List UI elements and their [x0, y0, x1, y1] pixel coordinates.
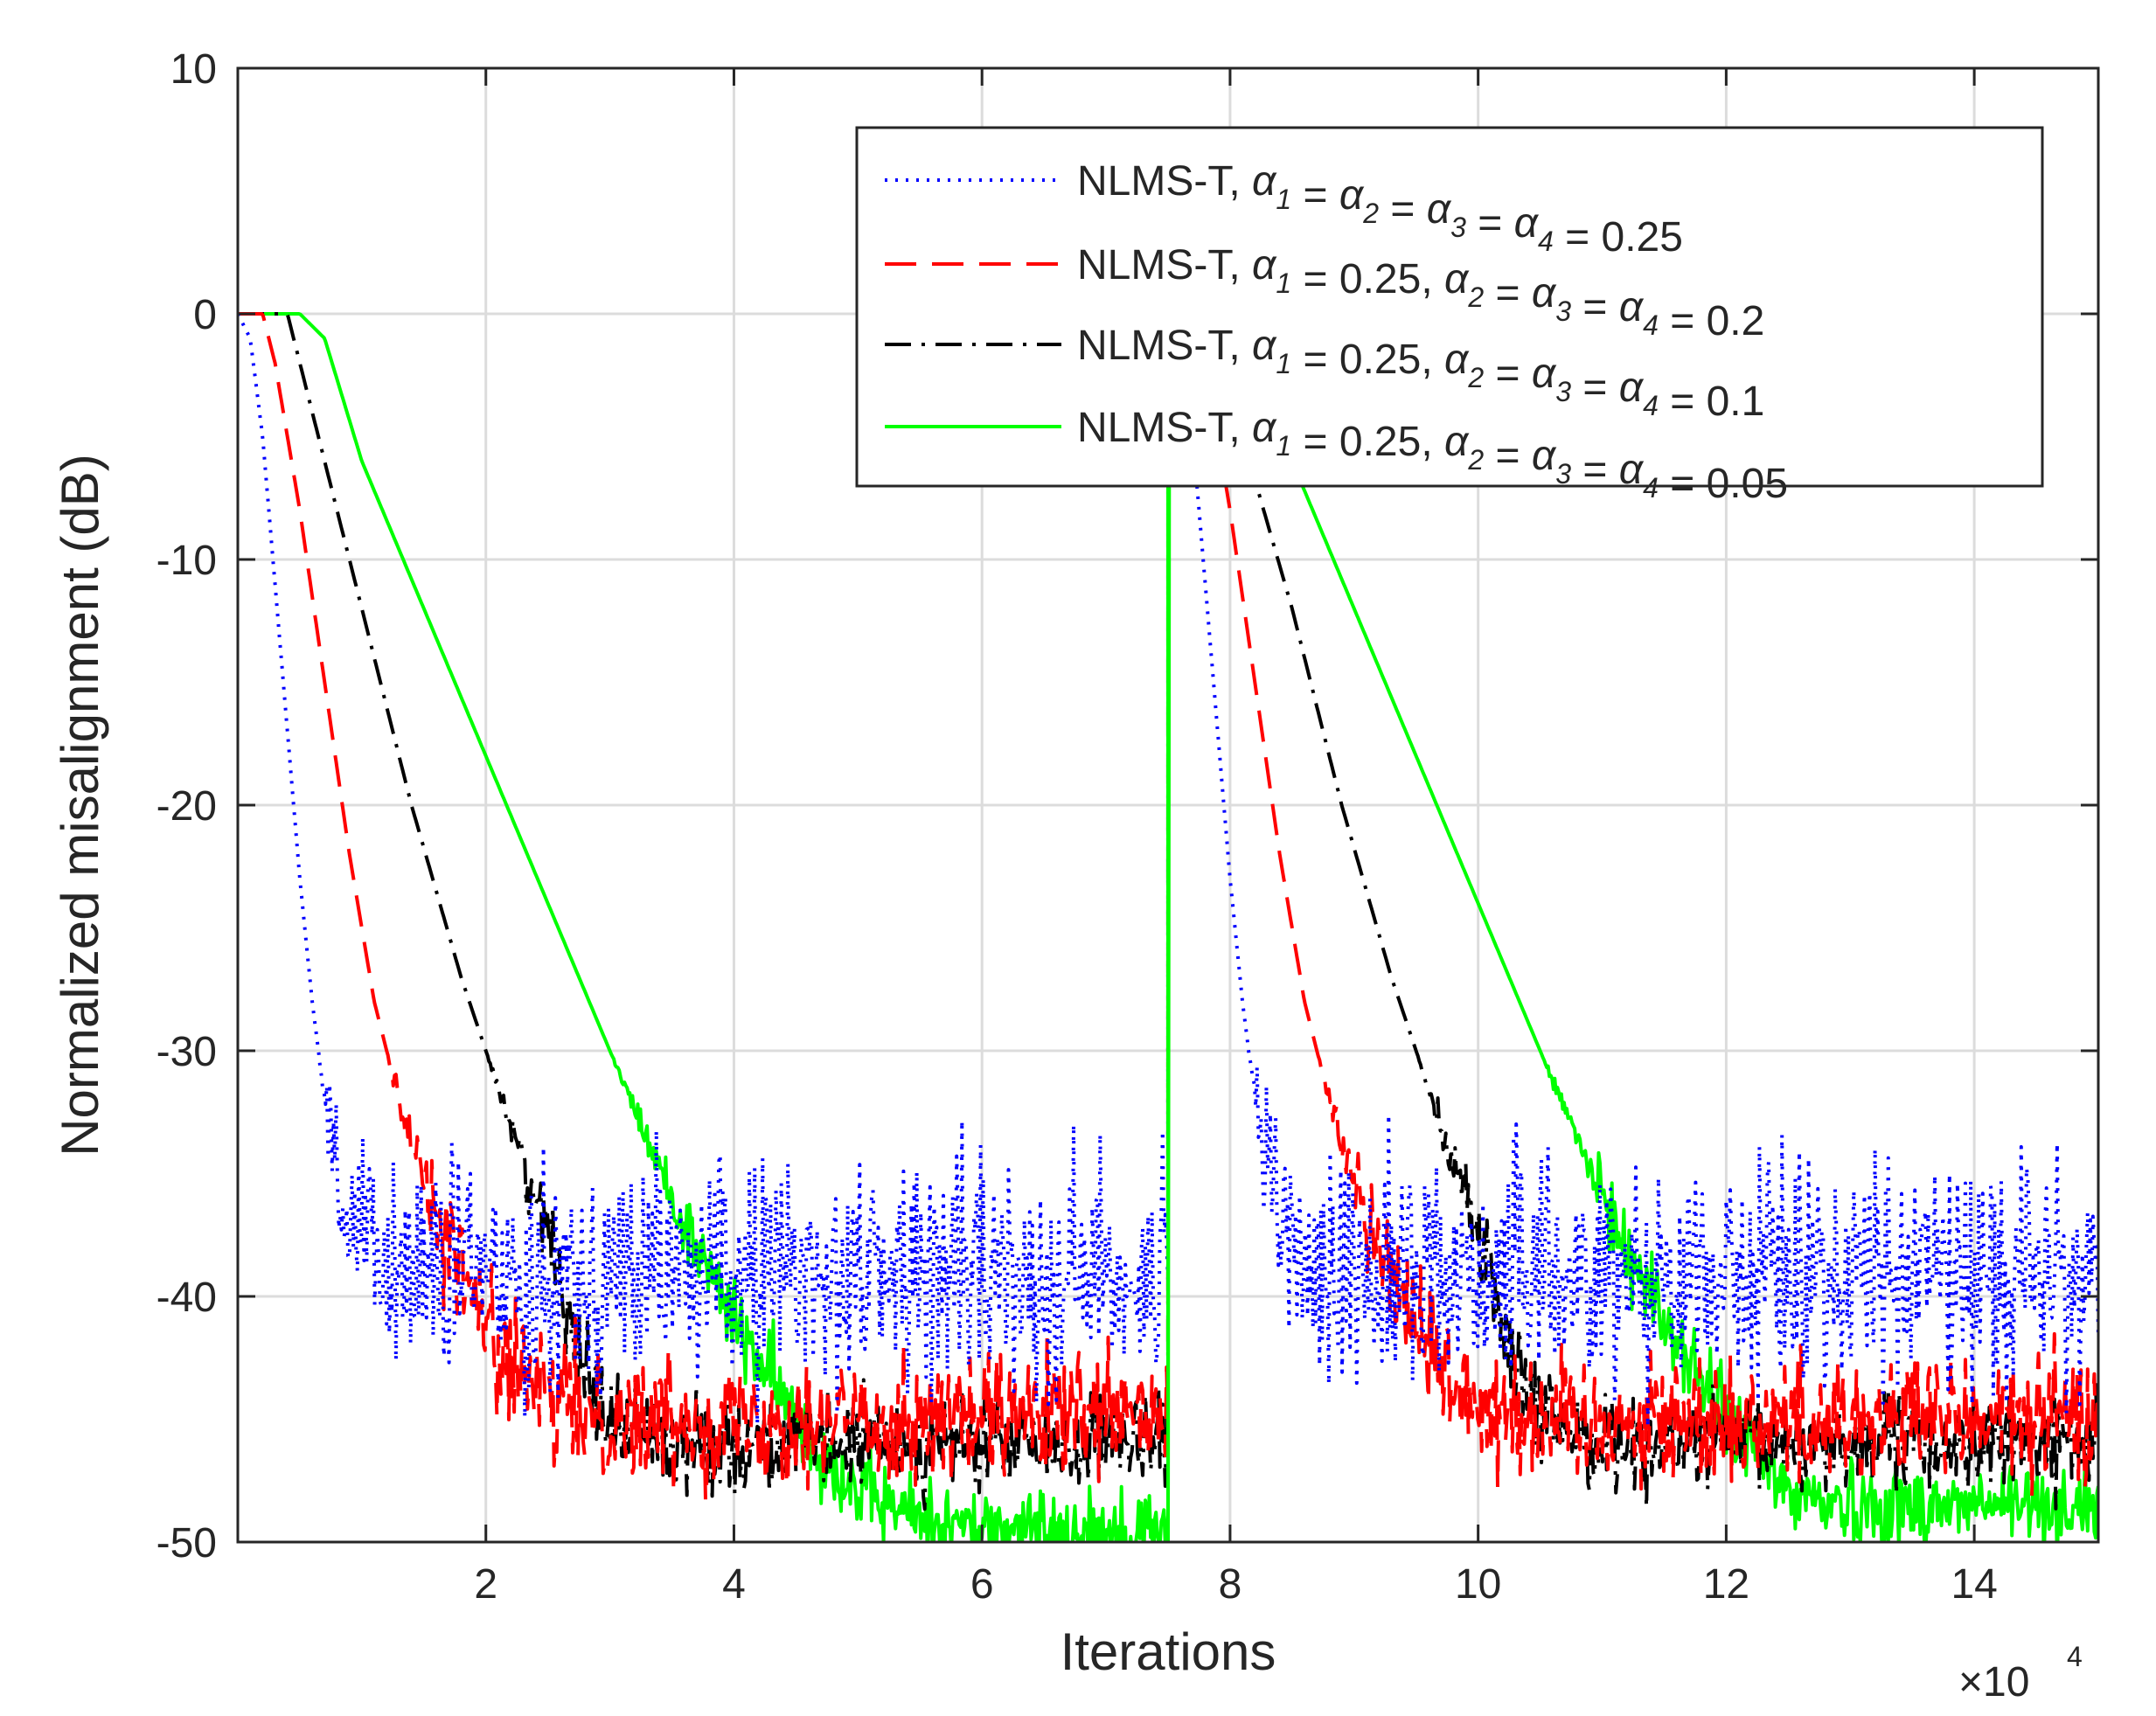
x-multiplier-base: ×10 [1958, 1659, 2029, 1706]
legend-label: NLMS-T, α1 = α2 = α3 = α4 = 0.25 [1077, 158, 1683, 261]
legend-label: NLMS-T, α1 = 0.25, α2 = α3 = α4 = 0.05 [1077, 405, 1788, 507]
x-tick-labels: 2 4 6 8 10 12 14 [474, 1561, 1997, 1608]
x-multiplier-exponent: 4 [2067, 1641, 2083, 1672]
legend: NLMS-T, α1 = α2 = α3 = α4 = 0.25NLMS-T, … [855, 126, 2044, 507]
legend-label: NLMS-T, α1 = 0.25, α2 = α3 = α4 = 0.2 [1077, 242, 1764, 344]
y-tick-label: 0 [193, 292, 217, 338]
x-tick-label: 10 [1455, 1561, 1501, 1608]
legend-entry: NLMS-T, α1 = 0.25, α2 = α3 = α4 = 0.2 [885, 242, 1764, 344]
y-axis-label: Normalized misalignment (dB) [51, 454, 109, 1157]
x-axis-label: Iterations [1061, 1622, 1276, 1681]
y-tick-label: -30 [156, 1029, 217, 1075]
y-tick-label: 10 [170, 46, 217, 93]
x-tick-label: 12 [1703, 1561, 1749, 1608]
y-tick-label: -10 [156, 538, 217, 584]
y-tick-label: -20 [156, 783, 217, 830]
y-tick-label: -40 [156, 1275, 217, 1321]
x-tick-label: 6 [970, 1561, 994, 1608]
x-tick-label: 4 [722, 1561, 746, 1608]
axis-ticks [238, 66, 2098, 1544]
legend-entry: NLMS-T, α1 = 0.25, α2 = α3 = α4 = 0.05 [885, 405, 1788, 507]
x-tick-label: 2 [474, 1561, 497, 1608]
x-axis-multiplier: ×10 4 [1958, 1641, 2083, 1706]
x-tick-label: 14 [1951, 1561, 1997, 1608]
legend-entry: NLMS-T, α1 = α2 = α3 = α4 = 0.25 [885, 158, 1683, 261]
series-layer [238, 312, 2098, 1542]
x-tick-label: 8 [1219, 1561, 1242, 1608]
y-tick-label: -50 [156, 1520, 217, 1567]
legend-entries: NLMS-T, α1 = α2 = α3 = α4 = 0.25NLMS-T, … [885, 158, 1788, 507]
legend-entry: NLMS-T, α1 = 0.25, α2 = α3 = α4 = 0.1 [885, 323, 1764, 425]
legend-label: NLMS-T, α1 = 0.25, α2 = α3 = α4 = 0.1 [1077, 323, 1764, 425]
y-tick-labels: 10 0 -10 -20 -30 -40 -50 [156, 46, 217, 1567]
